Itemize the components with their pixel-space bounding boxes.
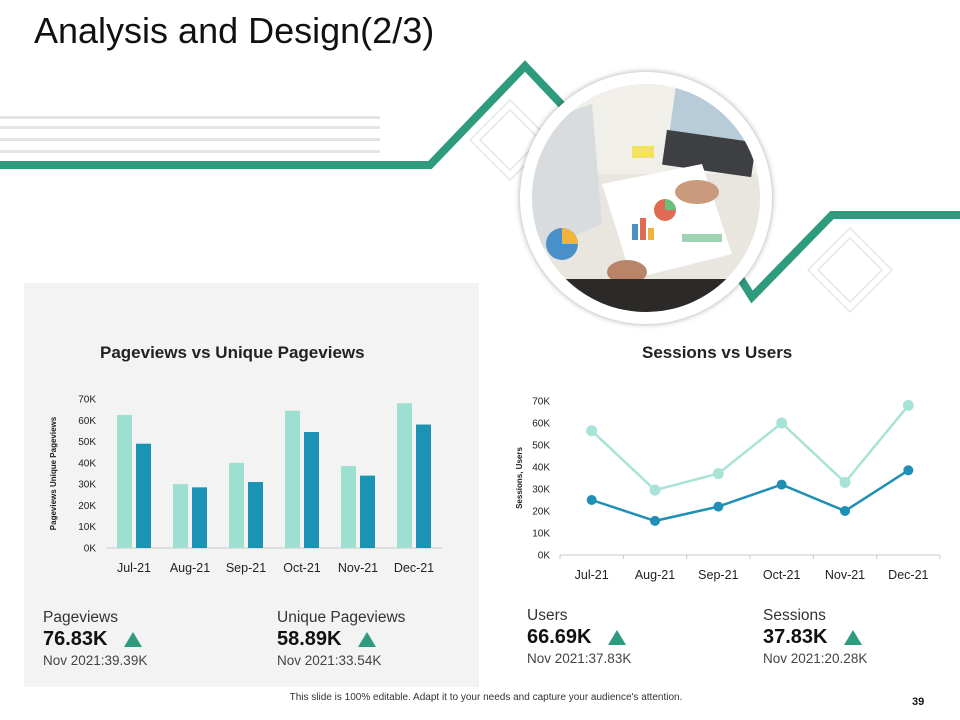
x-tick-label: Jul-21 bbox=[117, 561, 151, 575]
bar-pageviews bbox=[173, 484, 188, 548]
kpi-label: Sessions bbox=[763, 607, 826, 624]
y-tick-label: 40K bbox=[78, 458, 96, 469]
bar-unique-pageviews bbox=[360, 475, 375, 548]
x-tick-label: Jul-21 bbox=[575, 568, 609, 582]
bar-unique-pageviews bbox=[136, 443, 151, 548]
point-sessions bbox=[650, 515, 660, 526]
kpi-value-row: 58.89K bbox=[277, 628, 477, 651]
point-sessions bbox=[586, 495, 597, 505]
kpi-value-row: 37.83K bbox=[763, 626, 960, 649]
y-tick-label: 60K bbox=[532, 419, 550, 430]
line-chart-title: Sessions vs Users bbox=[642, 343, 793, 362]
kpi-value: 76.83K bbox=[43, 628, 108, 650]
y-tick-label: 50K bbox=[78, 437, 96, 448]
bar-unique-pageviews bbox=[304, 431, 319, 548]
kpi-value: 37.83K bbox=[763, 626, 828, 648]
bar-pageviews bbox=[229, 462, 244, 548]
point-users bbox=[712, 468, 724, 480]
bar-unique-pageviews bbox=[192, 487, 207, 548]
sessions-line-chart: 0K 10K 20K 30K 40K 50K 60K 70K Sessions, Users Ju… bbox=[515, 397, 941, 582]
y-tick-label: 30K bbox=[78, 480, 96, 491]
y-axis-label: Pageviews Unique Pageviews bbox=[49, 416, 58, 530]
x-tick-label: Oct-21 bbox=[283, 561, 321, 575]
y-tick-label: 40K bbox=[532, 463, 550, 474]
kpi-users: Users 66.69K Nov 2021:37.83K bbox=[527, 607, 727, 666]
kpi-value: 66.69K bbox=[527, 626, 592, 648]
page-title: Analysis and Design(2/3) bbox=[34, 10, 435, 51]
kpi-label: Users bbox=[527, 607, 568, 624]
y-tick-label: 0K bbox=[84, 544, 97, 555]
bar-pageviews bbox=[341, 466, 356, 548]
kpi-pageviews: Pageviews 76.83K Nov 2021:39.39K bbox=[43, 609, 243, 668]
point-sessions bbox=[840, 506, 850, 516]
bar-chart-title: Pageviews vs Unique Pageviews bbox=[100, 343, 365, 362]
kpi-subtext: Nov 2021:37.83K bbox=[527, 651, 632, 666]
photo-frame bbox=[520, 72, 772, 324]
x-tick-label: Nov-21 bbox=[825, 568, 865, 582]
point-users bbox=[776, 417, 788, 429]
y-tick-label: 50K bbox=[532, 441, 550, 452]
point-sessions bbox=[713, 501, 724, 512]
page-number: 39 bbox=[912, 696, 925, 708]
series-line-users bbox=[590, 404, 910, 492]
kpi-value-row: 76.83K bbox=[43, 628, 243, 651]
bar-pageviews bbox=[117, 414, 132, 548]
bar-pageviews bbox=[397, 403, 412, 548]
bar-pageviews bbox=[285, 410, 300, 548]
y-tick-label: 10K bbox=[78, 522, 96, 533]
y-tick-label: 0K bbox=[538, 551, 551, 562]
bar-unique-pageviews bbox=[416, 424, 431, 548]
point-users bbox=[586, 425, 598, 437]
trend-up-icon bbox=[843, 630, 862, 645]
bar-unique-pageviews bbox=[248, 482, 263, 548]
pageviews-bar-chart: 0K 10K 20K 30K 40K 50K 60K 70K Pageviews Unique … bbox=[49, 395, 442, 575]
x-tick-label: Oct-21 bbox=[763, 568, 801, 582]
y-tick-label: 20K bbox=[78, 501, 96, 512]
point-sessions bbox=[776, 479, 787, 490]
kpi-value-row: 66.69K bbox=[527, 626, 727, 649]
x-tick-label: Dec-21 bbox=[394, 561, 434, 575]
decorative-stripes bbox=[0, 116, 380, 153]
y-axis-label: Sessions, Users bbox=[515, 447, 524, 509]
y-tick-label: 30K bbox=[532, 485, 550, 496]
point-users bbox=[902, 399, 914, 411]
kpi-value: 58.89K bbox=[277, 628, 342, 650]
x-tick-label: Dec-21 bbox=[888, 568, 928, 582]
x-tick-label: Aug-21 bbox=[635, 568, 675, 582]
kpi-label: Unique Pageviews bbox=[277, 609, 406, 626]
x-tick-label: Nov-21 bbox=[338, 561, 378, 575]
point-users bbox=[839, 476, 851, 488]
y-tick-label: 20K bbox=[532, 507, 550, 518]
trend-up-icon bbox=[357, 632, 376, 647]
x-tick-label: Aug-21 bbox=[170, 561, 210, 575]
series-line-sessions bbox=[591, 469, 910, 523]
y-tick-label: 70K bbox=[78, 395, 96, 406]
kpi-sessions: Sessions 37.83K Nov 2021:20.28K bbox=[763, 607, 960, 666]
trend-up-icon bbox=[607, 630, 626, 645]
y-tick-label: 70K bbox=[532, 397, 550, 408]
trend-up-icon bbox=[123, 632, 142, 647]
kpi-subtext: Nov 2021:20.28K bbox=[763, 651, 868, 666]
kpi-unique-pageviews: Unique Pageviews 58.89K Nov 2021:33.54K bbox=[277, 609, 477, 668]
y-tick-label: 60K bbox=[78, 416, 96, 427]
kpi-subtext: Nov 2021:33.54K bbox=[277, 653, 382, 668]
point-users bbox=[649, 484, 661, 496]
kpi-subtext: Nov 2021:39.39K bbox=[43, 653, 148, 668]
point-sessions bbox=[903, 465, 914, 476]
x-tick-label: Sep-21 bbox=[226, 561, 266, 575]
kpi-label: Pageviews bbox=[43, 609, 118, 626]
x-tick-label: Sep-21 bbox=[698, 568, 738, 582]
y-tick-label: 10K bbox=[532, 529, 550, 540]
footer-note: This slide is 100% editable. Adapt it to… bbox=[289, 692, 683, 703]
decorative-diamonds bbox=[468, 98, 894, 314]
office-photo bbox=[532, 84, 760, 312]
